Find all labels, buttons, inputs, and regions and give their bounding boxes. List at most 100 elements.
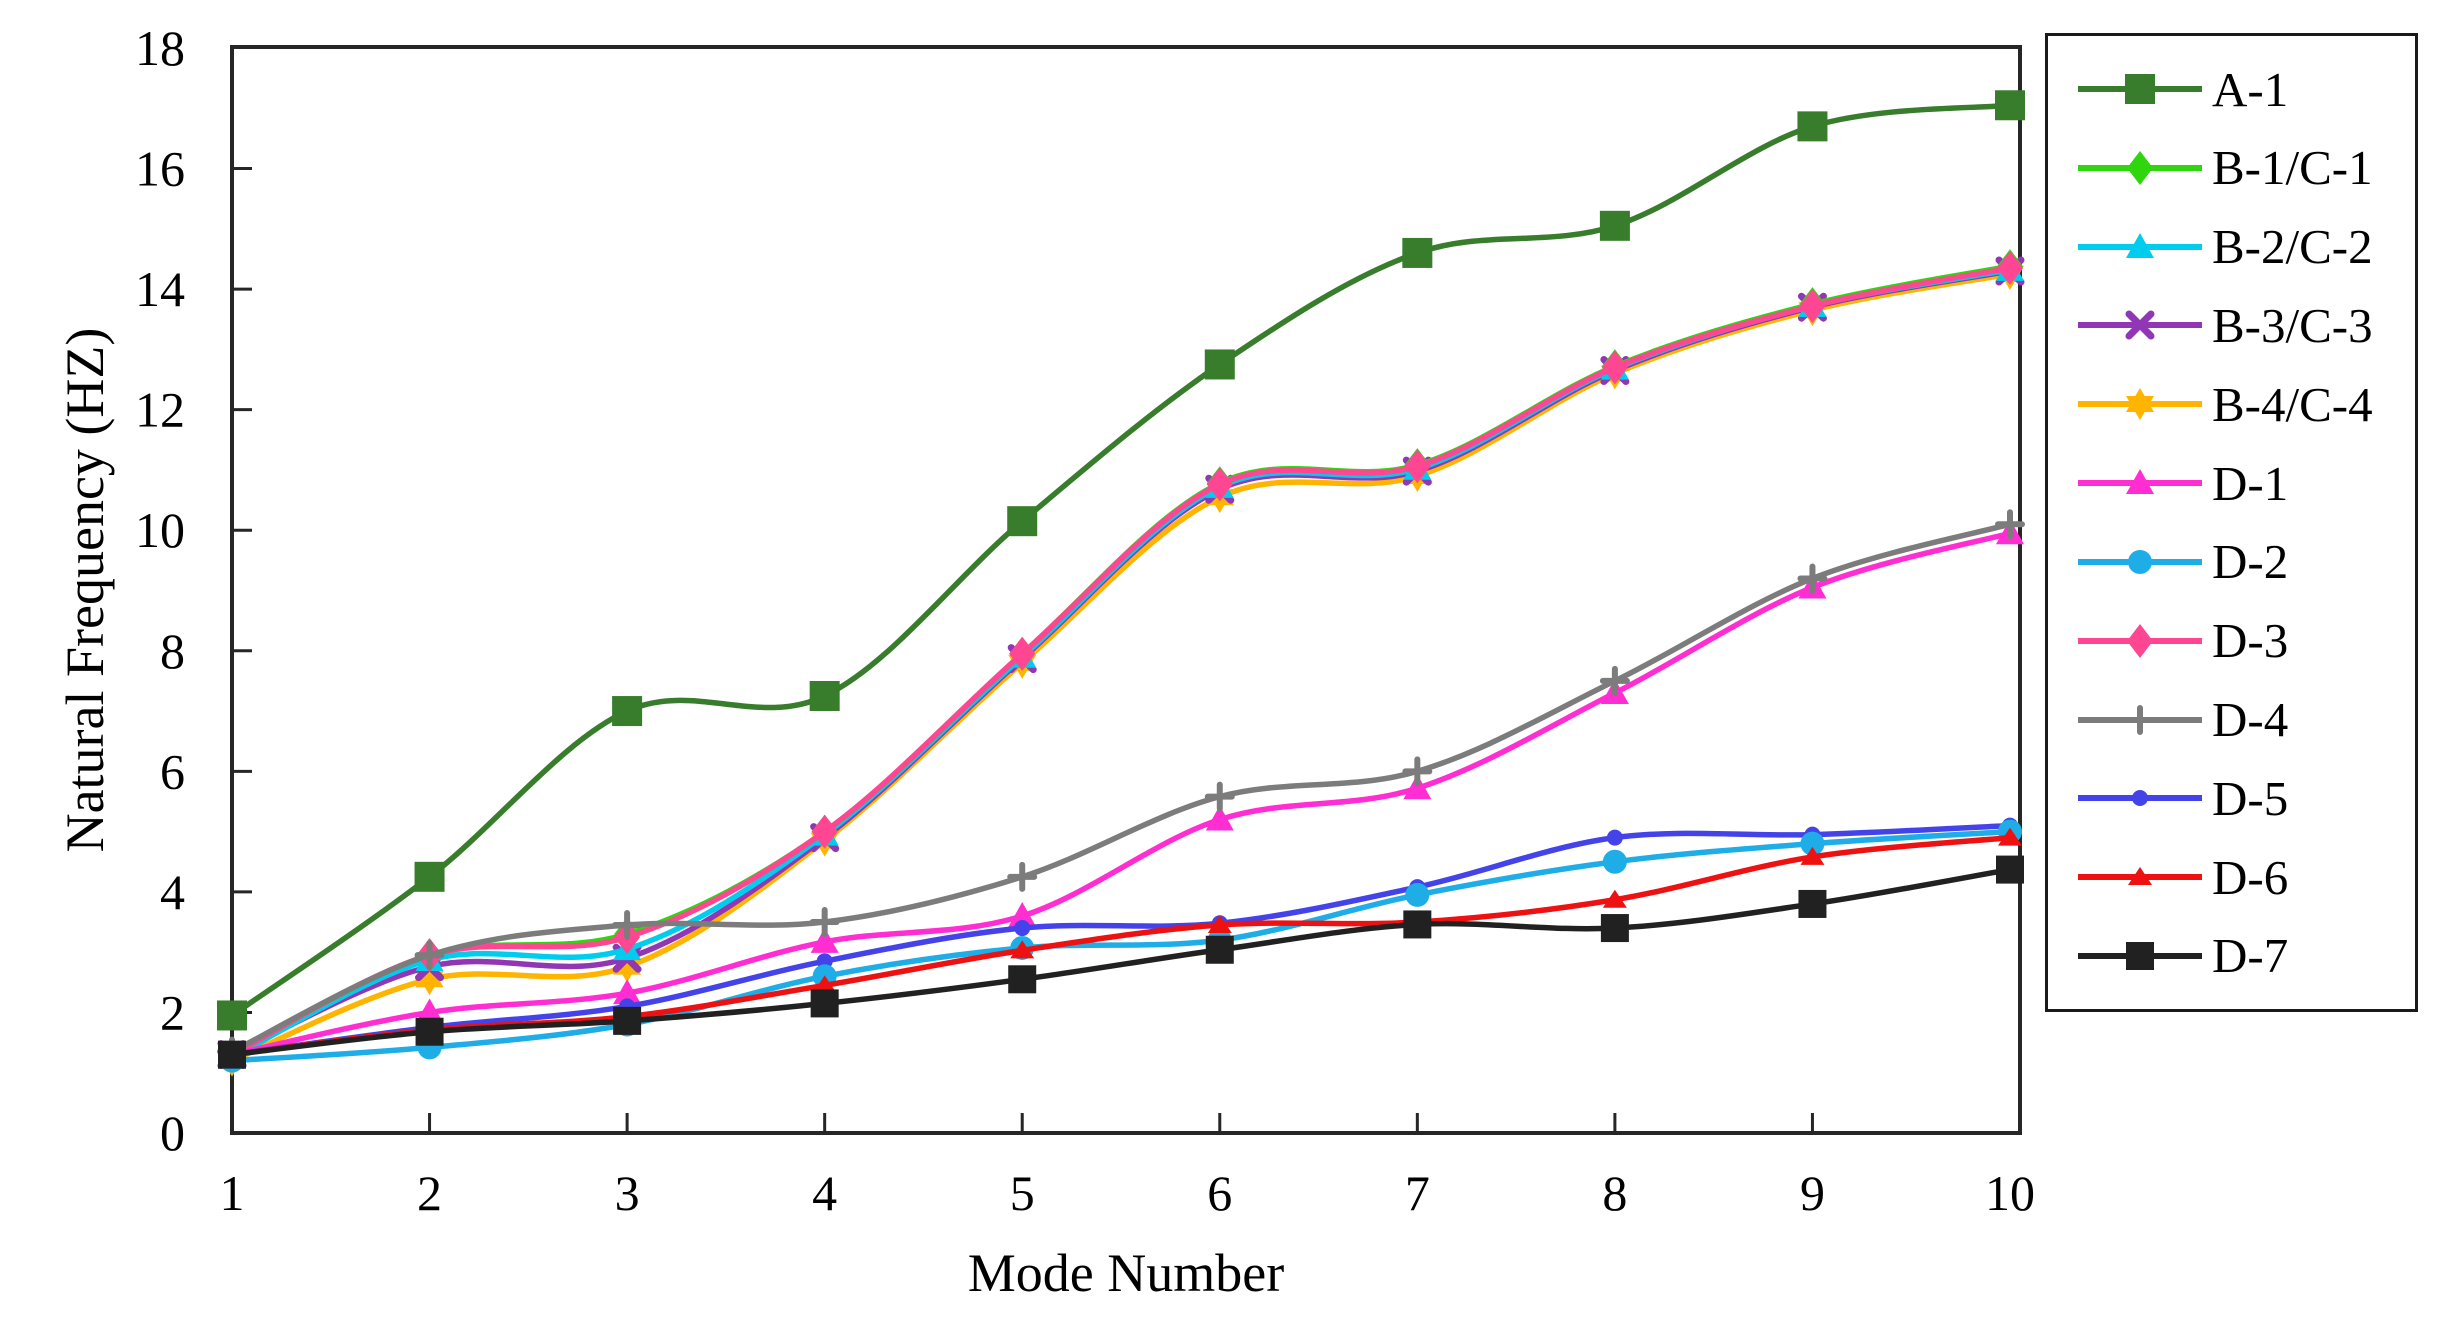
- legend-item-d-2: D-2: [2048, 525, 2415, 599]
- y-tick-label: 10: [135, 502, 185, 558]
- legend-marker-icon: [2078, 867, 2202, 886]
- data-point-marker: [612, 696, 643, 727]
- data-point-marker: [810, 989, 839, 1018]
- data-point-marker: [1602, 849, 1627, 874]
- legend-label: D-7: [2212, 928, 2289, 984]
- legend-label: D-1: [2212, 455, 2289, 511]
- data-point-marker: [1205, 805, 1234, 831]
- data-point-marker: [1403, 774, 1432, 800]
- data-point-marker: [809, 680, 840, 711]
- legend-label: A-1: [2212, 61, 2289, 117]
- legend-item-d-7: D-7: [2048, 919, 2415, 993]
- data-point-marker: [613, 1006, 642, 1035]
- data-point-marker: [1402, 237, 1433, 268]
- data-point-marker: [810, 927, 839, 953]
- data-point-marker: [1798, 889, 1827, 918]
- legend-label: D-6: [2212, 849, 2289, 905]
- legend-marker-icon: [2078, 232, 2202, 258]
- legend-marker-icon: [2078, 790, 2202, 807]
- legend-marker-icon: [2078, 150, 2202, 185]
- data-point-marker: [1996, 855, 2024, 884]
- x-tick-label: 10: [1985, 1165, 2035, 1221]
- data-point-marker: [1998, 827, 2022, 846]
- y-tick-label: 6: [160, 743, 185, 799]
- legend-marker: [2132, 790, 2148, 807]
- series-a-1: [217, 90, 2025, 1031]
- legend-marker: [2125, 74, 2155, 104]
- data-point-marker: [1010, 940, 1035, 959]
- series-line: [229, 866, 2013, 1058]
- data-point-marker: [218, 1040, 246, 1069]
- legend-marker-icon: [2078, 549, 2202, 574]
- data-point-marker: [809, 907, 840, 938]
- legend-marker: [2127, 623, 2153, 658]
- data-point-marker: [1404, 449, 1431, 484]
- data-point-marker: [1601, 350, 1628, 385]
- data-point-marker: [1995, 509, 2025, 540]
- legend-item-d-5: D-5: [2048, 761, 2415, 835]
- y-tick-label: 8: [160, 623, 185, 679]
- data-point-marker: [1799, 288, 1826, 323]
- legend-label: D-3: [2212, 613, 2289, 669]
- legend-label: B-1/C-1: [2212, 140, 2373, 196]
- legend-marker: [2125, 310, 2155, 340]
- data-point-marker: [811, 814, 838, 849]
- x-tick-label: 2: [417, 1165, 442, 1221]
- legend-label: D-2: [2212, 534, 2289, 590]
- data-point-marker: [613, 979, 642, 1005]
- series-d-7: [218, 855, 2024, 1069]
- series-line: [229, 828, 2013, 1064]
- data-point-marker: [1204, 349, 1235, 380]
- series-line: [229, 822, 2013, 1058]
- data-point-marker: [1602, 889, 1627, 908]
- legend-marker: [2128, 549, 2152, 574]
- data-point-marker: [1402, 756, 1433, 787]
- legend-marker-icon: [2078, 74, 2202, 104]
- data-point-marker: [1797, 111, 1828, 142]
- legend-item-b-1-c-1: B-1/C-1: [2048, 131, 2415, 205]
- legend-marker: [2127, 150, 2153, 185]
- series-d-4: [217, 509, 2025, 1067]
- legend-marker-icon: [2078, 388, 2202, 421]
- x-tick-label: 6: [1207, 1165, 1232, 1221]
- data-point-marker: [1007, 506, 1038, 537]
- legend-item-d-3: D-3: [2048, 604, 2415, 678]
- series-line: [229, 102, 2013, 1019]
- data-point-marker: [1007, 861, 1038, 892]
- data-point-marker: [414, 940, 445, 971]
- legend-box: A-1 B-1/C-1 B-2/C-2 B-3/C-3 B-4/C-4 D-1 D-2 D-3…: [2045, 33, 2418, 1012]
- data-point-marker: [1405, 882, 1430, 907]
- legend-item-a-1: A-1: [2048, 52, 2415, 126]
- data-point-marker: [612, 910, 643, 941]
- data-point-marker: [1207, 915, 1232, 934]
- legend-marker: [2128, 867, 2152, 886]
- data-point-marker: [415, 998, 444, 1024]
- legend-marker: [2126, 388, 2154, 421]
- data-point-marker: [217, 1000, 247, 1031]
- x-tick-label: 4: [812, 1165, 837, 1221]
- series-d-1: [218, 519, 2024, 1066]
- legend-item-b-2-c-2: B-2/C-2: [2048, 210, 2415, 284]
- legend-marker: [2126, 469, 2154, 495]
- data-point-marker: [1008, 965, 1037, 994]
- legend-marker-icon: [2078, 310, 2202, 340]
- y-tick-label: 0: [160, 1105, 185, 1161]
- data-point-marker: [1995, 90, 2025, 121]
- data-point-marker: [1206, 467, 1233, 502]
- x-tick-label: 1: [220, 1165, 245, 1221]
- legend-marker-icon: [2078, 469, 2202, 495]
- data-point-marker: [1205, 935, 1234, 964]
- legend-label: D-4: [2212, 692, 2289, 747]
- data-point-marker: [1008, 902, 1037, 927]
- series-line: [229, 265, 2013, 1058]
- legend-item-d-6: D-6: [2048, 840, 2415, 914]
- y-tick-label: 16: [135, 141, 185, 197]
- x-tick-label: 5: [1010, 1165, 1035, 1221]
- legend-marker-icon: [2078, 941, 2202, 970]
- x-tick-label: 8: [1602, 1165, 1627, 1221]
- data-point-marker: [1600, 914, 1629, 943]
- series-line: [229, 530, 2013, 1058]
- legend-label: D-5: [2212, 770, 2289, 826]
